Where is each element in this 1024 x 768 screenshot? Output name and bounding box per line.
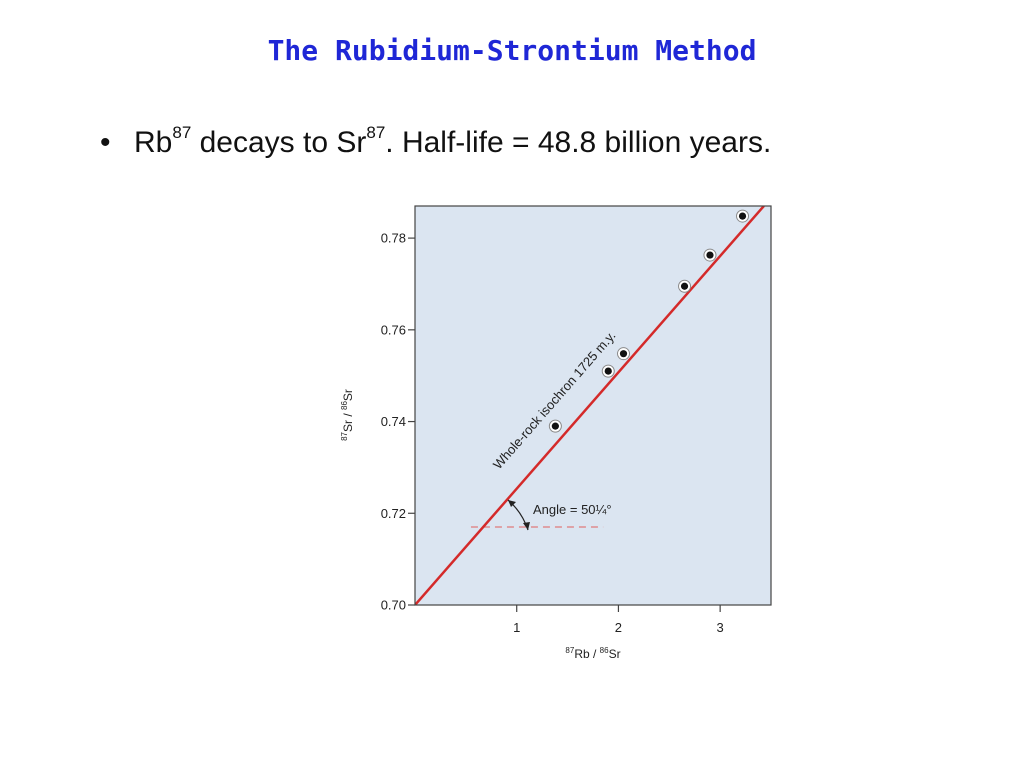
svg-text:87Rb / 86Sr: 87Rb / 86Sr (565, 646, 620, 661)
y-tick-label: 0.78 (381, 231, 406, 246)
data-point-dot (551, 422, 559, 430)
x-axis-title: 87Rb / 86Sr (565, 646, 620, 661)
bullet-text-mid: decays to Sr (191, 126, 367, 159)
data-point-dot (604, 367, 612, 375)
x-axis-title-b: Sr (609, 647, 621, 661)
x-axis-title-a: Rb / (574, 647, 599, 661)
bullet-point: • Rb87 decays to Sr87. Half-life = 48.8 b… (100, 123, 772, 160)
y-tick-label: 0.70 (381, 598, 406, 613)
y-axis-title: 87Sr / 86Sr (340, 389, 355, 441)
bullet-text-rest: . Half-life = 48.8 billion years. (385, 126, 772, 159)
data-point (678, 279, 692, 293)
x-axis-title-sup1: 87 (565, 646, 574, 655)
bullet-sup-sr: 87 (366, 123, 386, 142)
data-point (601, 364, 615, 378)
data-point (703, 248, 717, 262)
y-axis-title-sup1: 87 (340, 431, 349, 440)
data-point (548, 419, 562, 433)
y-tick-label: 0.72 (381, 506, 406, 521)
angle-arrowhead-bottom (523, 522, 530, 530)
y-axis-title-sup2: 86 (340, 401, 349, 410)
y-tick-label: 0.76 (381, 322, 406, 337)
bullet-marker: • (100, 126, 111, 159)
bullet-sup-rb: 87 (172, 123, 192, 142)
y-axis-title-a: Sr / (341, 410, 355, 432)
data-point-dot (706, 251, 714, 259)
data-point (736, 209, 750, 223)
slide-title: The Rubidium-Strontium Method (267, 34, 757, 67)
data-point-dot (619, 350, 628, 358)
data-point-dot (680, 282, 689, 290)
x-tick-label: 2 (615, 620, 622, 635)
plot-frame (414, 205, 772, 606)
x-tick-label: 3 (717, 620, 724, 635)
bullet-text-rb: Rb (134, 126, 173, 159)
y-tick-label: 0.74 (381, 414, 406, 429)
svg-text:87Sr / 86Sr: 87Sr / 86Sr (340, 389, 355, 441)
x-axis-title-sup2: 86 (600, 646, 609, 655)
data-point (617, 347, 631, 361)
angle-arrowhead-top (508, 500, 516, 507)
angle-label: Angle = 50¼° (533, 502, 612, 517)
isochron-line (415, 206, 765, 605)
data-point-dot (738, 212, 747, 220)
x-tick-label: 1 (513, 620, 520, 635)
y-axis-title-b: Sr (341, 389, 355, 401)
